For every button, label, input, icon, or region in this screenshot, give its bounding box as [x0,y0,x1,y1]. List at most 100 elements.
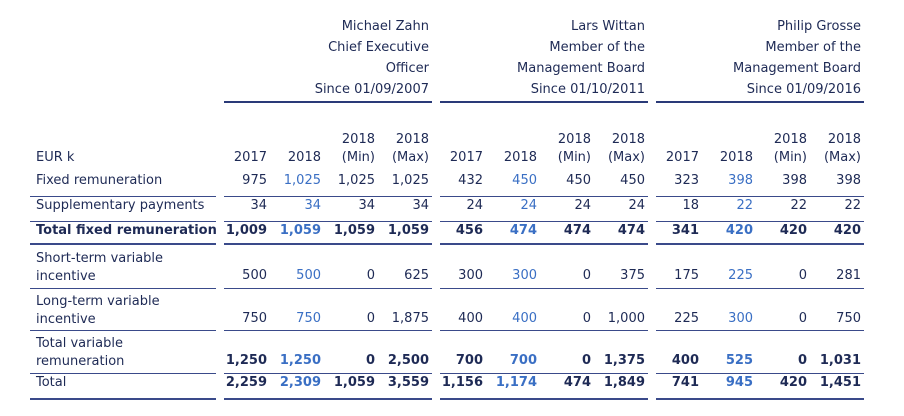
table-cell: 24 [574,198,591,213]
table-cell: 34 [412,198,429,213]
table-cell: 24 [466,198,483,213]
row-rule [224,288,432,289]
row-rule [30,288,216,289]
column-header-label: 2018 [719,150,753,165]
table-cell: 1,000 [607,311,645,326]
column-header-label: 2017 [665,150,699,165]
member-name: Philip Grosse [777,19,861,34]
row-rule [224,196,432,197]
row-rule [656,196,864,197]
table-cell: 22 [736,198,753,213]
row-rule [30,373,216,374]
member-name: Lars Wittan [570,19,645,34]
table-cell: 375 [620,268,645,283]
table-cell: 1,059 [333,223,375,238]
row-rule [656,330,864,331]
table-cell: 0 [797,353,807,368]
table-cell: 0 [798,311,807,326]
table-cell: 750 [296,311,321,326]
row-rule [656,243,864,245]
row-rule [224,221,432,222]
member-header-grosse: Philip Grosse Member of the Management B… [733,16,861,100]
row-label: remuneration [36,354,125,369]
row-rule [656,288,864,289]
column-header-year: 2018 [395,132,429,147]
member-name: Michael Zahn [341,19,429,34]
table-cell: 450 [620,173,645,188]
table-cell: 750 [242,311,267,326]
table-cell: 945 [725,375,753,390]
row-rule [30,330,216,331]
table-cell: 323 [674,173,699,188]
row-rule [30,243,216,245]
table-cell: 1,451 [819,375,861,390]
table-cell: 420 [833,223,861,238]
column-header-year: 2018 [611,132,645,147]
table-cell: 456 [455,223,483,238]
column-header-year: 2018 [557,132,591,147]
table-cell: 2,309 [279,375,321,390]
table-cell: 474 [563,375,591,390]
row-rule [440,221,648,222]
table-cell: 1,156 [441,375,483,390]
table-cell: 175 [674,268,699,283]
table-cell: 400 [671,353,699,368]
table-cell: 0 [366,311,375,326]
table-cell: 474 [509,223,537,238]
row-label: incentive [36,312,96,327]
row-label: Supplementary payments [36,198,205,213]
row-rule [440,330,648,331]
table-cell: 398 [782,173,807,188]
table-cell: 0 [366,268,375,283]
table-cell: 18 [682,198,699,213]
member-role-line: Chief Executive [328,40,429,55]
row-rule [440,288,648,289]
column-header-label: 2018 [503,150,537,165]
table-cell: 300 [458,268,483,283]
row-rule [30,398,216,400]
table-cell: 1,059 [387,223,429,238]
table-cell: 1,025 [337,173,375,188]
row-rule [30,221,216,222]
column-header-label: (Max) [823,150,861,165]
table-cell: 474 [617,223,645,238]
table-cell: 700 [509,353,537,368]
row-label: Short-term variable [36,251,164,266]
row-rule [30,196,216,197]
table-cell: 450 [566,173,591,188]
table-cell: 0 [798,268,807,283]
row-label: incentive [36,269,96,284]
member-since: Since 01/09/2016 [746,82,861,97]
row-rule [224,373,432,374]
member-since: Since 01/10/2011 [530,82,645,97]
table-cell: 1,009 [225,223,267,238]
table-cell: 525 [725,353,753,368]
table-cell: 1,059 [333,375,375,390]
column-header-label: 2018 [287,150,321,165]
table-cell: 474 [563,223,591,238]
header-rule [224,101,432,103]
table-cell: 1,849 [603,375,645,390]
table-cell: 741 [671,375,699,390]
table-cell: 0 [581,353,591,368]
member-role-line: Management Board [517,61,645,76]
table-cell: 1,250 [279,353,321,368]
row-label: Fixed remuneration [36,173,163,188]
member-role-line: Management Board [733,61,861,76]
header-rule [656,101,864,103]
column-header-label: (Min) [341,150,375,165]
row-label: Long-term variable [36,294,160,309]
member-since: Since 01/09/2007 [314,82,429,97]
column-header-label: (Min) [773,150,807,165]
unit-label: EUR k [36,150,75,165]
column-header-label: (Max) [607,150,645,165]
table-cell: 1,174 [495,375,537,390]
table-cell: 625 [404,268,429,283]
table-cell: 1,375 [603,353,645,368]
member-role-line: Officer [385,61,429,76]
table-cell: 0 [365,353,375,368]
table-cell: 500 [296,268,321,283]
row-rule [440,373,648,374]
member-header-wittan: Lars Wittan Member of the Management Boa… [517,16,645,100]
table-cell: 225 [728,268,753,283]
